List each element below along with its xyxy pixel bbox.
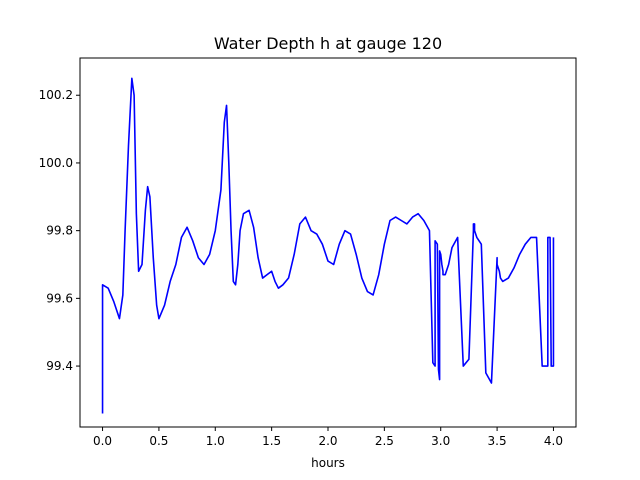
x-tick-label: 2.0: [318, 434, 337, 448]
x-tick-label: 3.5: [488, 434, 507, 448]
x-tick-label: 0.5: [149, 434, 168, 448]
y-tick-label: 99.4: [46, 359, 73, 373]
x-tick-label: 3.0: [431, 434, 450, 448]
y-tick-label: 99.8: [46, 224, 73, 238]
x-tick-label: 0.0: [93, 434, 112, 448]
series-line: [101, 77, 555, 414]
x-tick-label: 4.0: [544, 434, 563, 448]
x-axis: 0.0 0.5 1.0 1.5 2.0 2.5 3.0 3.5 4.0: [93, 427, 563, 448]
chart-title: Water Depth h at gauge 120: [214, 34, 442, 53]
y-tick-label: 100.2: [39, 88, 73, 102]
x-tick-label: 2.5: [375, 434, 394, 448]
x-axis-label: hours: [311, 456, 345, 470]
y-tick-label: 99.6: [46, 291, 73, 305]
x-tick-label: 1.0: [206, 434, 225, 448]
x-tick-label: 1.5: [262, 434, 281, 448]
y-axis: 99.4 99.6 99.8 100.0 100.2: [39, 88, 80, 373]
plot-area-frame: [79, 57, 577, 428]
y-tick-label: 100.0: [39, 156, 73, 170]
